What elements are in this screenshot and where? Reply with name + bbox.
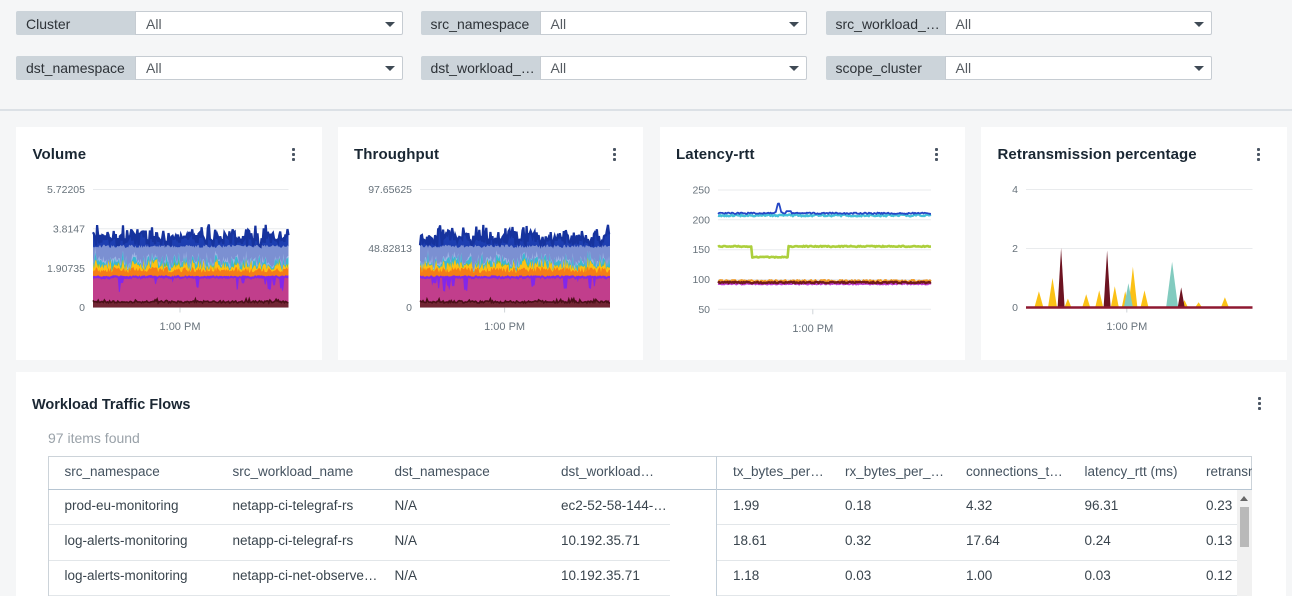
svg-text:0: 0 — [79, 302, 85, 314]
svg-text:97.65625: 97.65625 — [368, 184, 412, 196]
svg-text:0: 0 — [1012, 302, 1018, 314]
svg-text:5.72205: 5.72205 — [47, 184, 85, 196]
svg-text:2: 2 — [1012, 243, 1018, 255]
svg-text:250: 250 — [692, 185, 710, 197]
svg-text:3.8147: 3.8147 — [53, 223, 85, 235]
svg-text:200: 200 — [692, 214, 710, 226]
svg-text:4: 4 — [1012, 184, 1018, 196]
svg-text:1:00 PM: 1:00 PM — [484, 321, 525, 333]
svg-text:100: 100 — [692, 274, 710, 286]
svg-text:0: 0 — [406, 302, 412, 314]
svg-text:48.82813: 48.82813 — [368, 243, 412, 255]
svg-text:1:00 PM: 1:00 PM — [160, 321, 201, 333]
svg-text:150: 150 — [692, 244, 710, 256]
svg-text:1.90735: 1.90735 — [47, 263, 85, 275]
svg-text:50: 50 — [698, 304, 710, 316]
svg-text:1:00 PM: 1:00 PM — [1106, 321, 1147, 333]
svg-text:1:00 PM: 1:00 PM — [792, 323, 833, 335]
